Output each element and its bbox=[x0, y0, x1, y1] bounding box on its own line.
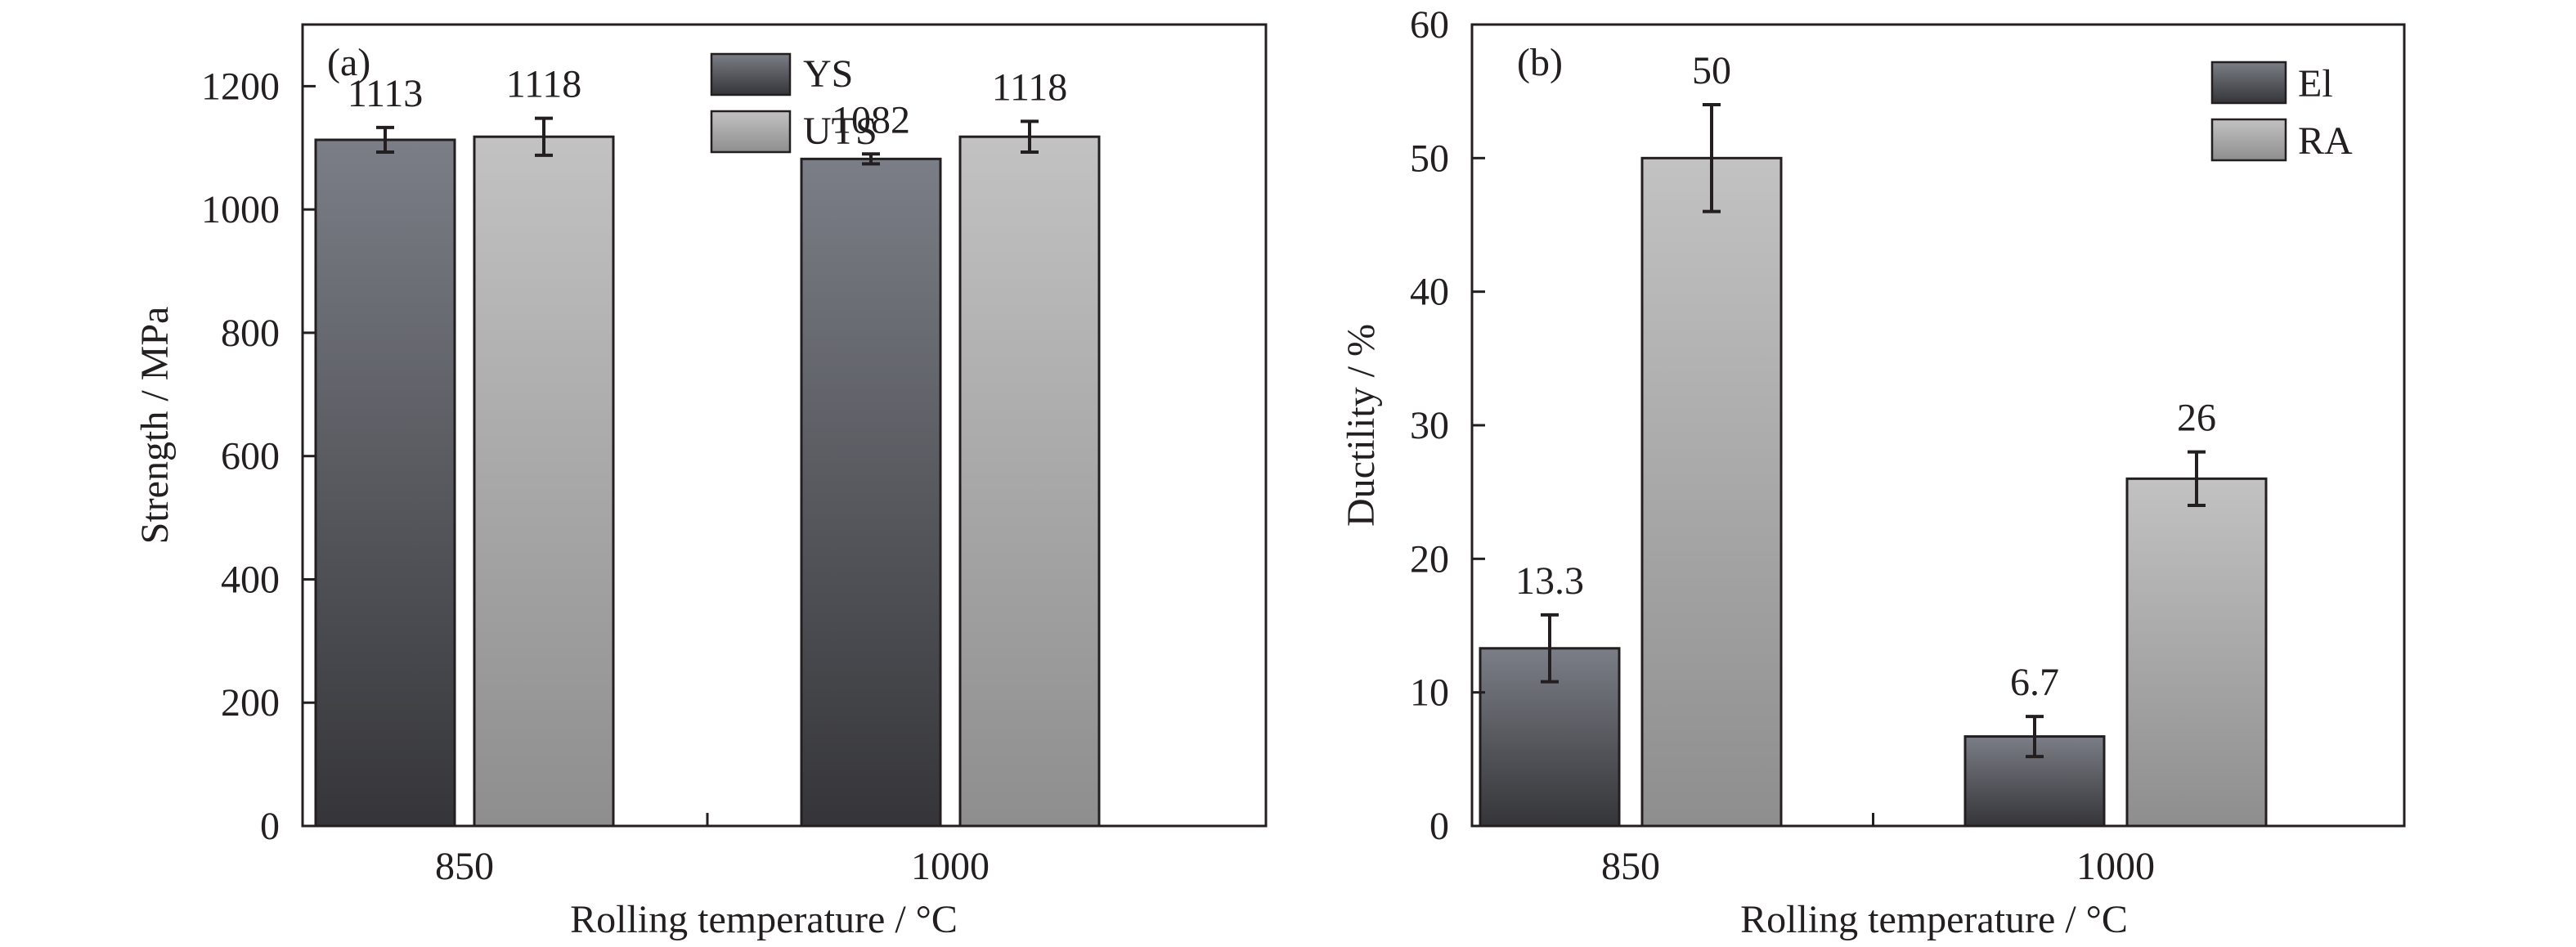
panel-a-bars bbox=[314, 135, 1101, 828]
panel-b-errorbars bbox=[1541, 103, 2206, 759]
panel-a-bar-ys-850 bbox=[314, 138, 456, 828]
panel-a-data-label-ys-850: 1113 bbox=[348, 72, 423, 115]
panel-b-label: (b) bbox=[1517, 41, 1563, 84]
panel-a-bar-ys-1000 bbox=[800, 157, 942, 828]
panel-a-ytick-label-3: 600 bbox=[221, 435, 280, 478]
panel-b-legend-label-ra: RA bbox=[2298, 119, 2353, 163]
panel-a-ytick-label-5: 1000 bbox=[201, 188, 280, 231]
panel-b-legend-swatch-el bbox=[2210, 61, 2287, 105]
panel-a-bar-uts-1000 bbox=[958, 135, 1101, 828]
panel-b-xlabel: Rolling temperature / °C bbox=[1740, 898, 2128, 941]
panel-a-data-label-ys-1000: 1082 bbox=[832, 98, 910, 141]
panel-b-data-label-ra-1000: 26 bbox=[2177, 397, 2216, 440]
panel-a-errorbar-ys-850 bbox=[376, 125, 394, 155]
panel-b-xtick-label-0: 850 bbox=[1601, 845, 1660, 888]
panel-a-legend-label-uts: UTS bbox=[803, 110, 877, 153]
panel-a-xtick-label-1: 1000 bbox=[911, 845, 990, 888]
panel-a-xlabel: Rolling temperature / °C bbox=[570, 898, 958, 941]
panel-b-ytick-label-6: 60 bbox=[1410, 3, 1449, 47]
panel-b-errorbar-el-850 bbox=[1541, 613, 1559, 684]
panel-a-ylabel: Strength / MPa bbox=[133, 307, 177, 545]
panel-b-ylabel: Ductility / % bbox=[1340, 324, 1383, 527]
panel-b-ytick-label-3: 30 bbox=[1410, 404, 1449, 447]
panel-b-bar-ra-850 bbox=[1640, 156, 1783, 828]
panel-a-legend-swatch-ys bbox=[710, 52, 792, 96]
panel-b-xticks: 850 1000 bbox=[1601, 813, 2155, 888]
panel-a-legend-swatch-uts bbox=[710, 110, 792, 154]
panel-a-xtick-label-0: 850 bbox=[435, 845, 494, 888]
panel-b-errorbar-el-1000 bbox=[2026, 715, 2044, 759]
panel-b-data-label-el-1000: 6.7 bbox=[2010, 661, 2059, 704]
panel-b-ytick-label-5: 50 bbox=[1410, 137, 1449, 180]
panel-b-ytick-label-2: 20 bbox=[1410, 537, 1449, 581]
panel-a-ytick-label-0: 0 bbox=[260, 805, 280, 848]
panel-b-data-label-el-850: 13.3 bbox=[1515, 559, 1584, 603]
panel-a-plot-frame bbox=[301, 23, 1268, 828]
panel-a-ytick-label-6: 1200 bbox=[201, 65, 280, 108]
panel-a-yticks: 0 200 400 600 800 1000 1200 bbox=[201, 65, 316, 848]
panel-a-data-label-uts-1000: 1118 bbox=[992, 65, 1067, 109]
panel-a-ytick-label-2: 400 bbox=[221, 558, 280, 601]
panel-a-errorbar-uts-1000 bbox=[1021, 119, 1039, 155]
panel-b-yticks: 0 10 20 30 40 50 60 bbox=[1410, 3, 1485, 848]
panel-b-errorbar-ra-1000 bbox=[2188, 450, 2206, 507]
panel-b-ytick-label-4: 40 bbox=[1410, 271, 1449, 314]
panel-b-data-label-ra-850: 50 bbox=[1692, 49, 1731, 92]
panel-b-bar-ra-1000 bbox=[2125, 477, 2268, 828]
panel-a-xticks: 850 1000 bbox=[435, 813, 990, 888]
panel-a-errorbar-ys-1000 bbox=[862, 152, 880, 166]
panel-a-legend-label-ys: YS bbox=[803, 52, 853, 96]
panel-a-errorbar-uts-850 bbox=[535, 116, 553, 157]
panel-b-ytick-label-0: 0 bbox=[1429, 805, 1449, 848]
panel-a-errorbars bbox=[376, 116, 1039, 166]
panel-a-ytick-label-4: 800 bbox=[221, 312, 280, 355]
panel-b-errorbar-ra-850 bbox=[1703, 103, 1721, 213]
panel-b-legend: El RA bbox=[2210, 61, 2353, 163]
panel-a-label: (a) bbox=[327, 41, 370, 84]
panel-b-legend-swatch-ra bbox=[2210, 118, 2287, 162]
panel-b-legend-label-el: El bbox=[2298, 62, 2333, 105]
panel-a-data-labels: 1113 1082 1118 1118 bbox=[348, 63, 1067, 142]
panel-a-data-label-uts-850: 1118 bbox=[506, 63, 581, 106]
panel-b-bars bbox=[1479, 156, 2268, 828]
panel-a-legend: YS UTS bbox=[710, 52, 877, 154]
panel-a-ytick-label-1: 200 bbox=[221, 681, 280, 725]
panel-a-bar-uts-850 bbox=[473, 135, 615, 828]
panel-b-ytick-label-1: 10 bbox=[1410, 671, 1449, 715]
panel-b-data-labels: 13.3 6.7 50 26 bbox=[1515, 49, 2216, 704]
panel-b-xtick-label-1: 1000 bbox=[2076, 845, 2155, 888]
panel-b: 0 10 20 30 40 50 60 850 1000 13.3 6.7 50 26 (b) Du… bbox=[1340, 3, 2406, 941]
